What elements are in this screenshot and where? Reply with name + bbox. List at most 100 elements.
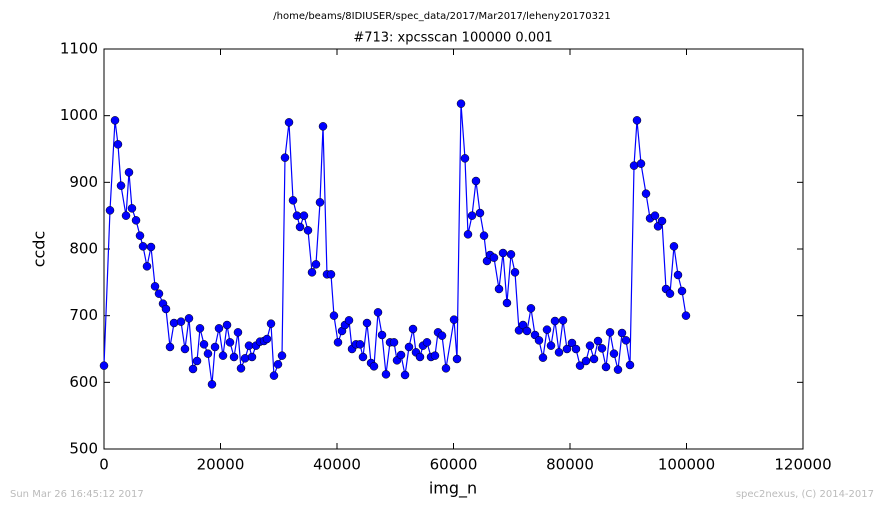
data-point — [621, 336, 631, 345]
data-point — [210, 342, 220, 352]
data-point — [456, 99, 466, 108]
y-axis-label: ccdc — [30, 231, 49, 268]
data-point — [127, 204, 137, 213]
data-point — [121, 211, 131, 220]
x-tick-label: 120000 — [774, 456, 831, 474]
x-tick-label: 60000 — [430, 456, 478, 474]
data-point — [280, 153, 290, 162]
data-point — [585, 341, 595, 350]
data-point — [605, 328, 615, 337]
data-point — [554, 348, 564, 357]
data-point — [534, 336, 544, 345]
data-point — [99, 361, 109, 370]
data-point — [589, 354, 599, 364]
data-point — [396, 350, 406, 360]
data-point — [471, 176, 481, 186]
data-point — [299, 211, 309, 220]
data-point — [571, 344, 581, 354]
data-point — [303, 226, 313, 235]
data-point — [494, 284, 504, 294]
plot-frame — [103, 48, 804, 450]
data-point — [326, 270, 336, 279]
data-point — [329, 311, 339, 320]
data-point — [546, 341, 556, 350]
data-point — [142, 262, 152, 271]
y-tick-label: 500 — [69, 440, 98, 458]
data-point — [629, 161, 639, 170]
footer-date: Sun Mar 26 16:45:12 2017 — [10, 489, 144, 500]
x-tick-label: 40000 — [313, 456, 361, 474]
x-tick-label: 80000 — [546, 456, 594, 474]
data-point — [575, 361, 585, 370]
data-point — [526, 304, 536, 313]
x-tick-label: 100000 — [658, 456, 715, 474]
chart-title: #713: xpcsscan 100000 0.001 — [353, 31, 552, 46]
data-point — [165, 342, 175, 352]
data-point — [135, 231, 145, 240]
data-point — [222, 320, 232, 330]
data-point — [506, 250, 516, 259]
data-point — [188, 364, 198, 374]
data-point — [266, 319, 276, 328]
data-point — [277, 351, 287, 360]
data-point — [593, 336, 603, 346]
data-point — [449, 315, 459, 324]
data-point — [150, 282, 160, 291]
data-point — [240, 354, 250, 363]
data-point — [381, 370, 391, 379]
data-point — [567, 338, 577, 348]
data-point — [681, 311, 691, 320]
data-point — [430, 351, 440, 360]
data-point — [550, 316, 560, 326]
y-tick-label: 900 — [69, 173, 98, 191]
data-point — [377, 330, 387, 340]
data-point — [389, 338, 399, 347]
data-point — [613, 365, 623, 374]
data-point — [195, 324, 205, 333]
data-point — [467, 211, 477, 220]
data-point — [344, 316, 354, 325]
data-point — [518, 320, 528, 330]
data-point — [617, 328, 627, 338]
data-point — [110, 116, 120, 125]
data-point — [295, 222, 305, 232]
data-point — [641, 189, 651, 198]
data-point — [665, 289, 675, 298]
data-point — [203, 349, 213, 358]
data-point — [269, 371, 279, 380]
data-point — [460, 154, 470, 163]
y-tick-label: 800 — [69, 240, 98, 258]
data-point — [154, 289, 164, 298]
data-point — [236, 364, 246, 373]
data-point — [169, 318, 179, 328]
data-point — [441, 364, 451, 373]
data-point — [625, 360, 635, 370]
data-point — [207, 380, 217, 389]
data-point — [116, 181, 126, 190]
x-axis-label: img_n — [429, 479, 477, 499]
data-point — [650, 211, 660, 220]
data-point — [636, 159, 646, 168]
data-point — [415, 352, 425, 362]
data-point — [113, 140, 123, 149]
data-point — [358, 352, 368, 362]
data-point — [124, 168, 134, 177]
data-point — [632, 116, 642, 125]
data-point — [400, 370, 410, 380]
data-point — [538, 353, 548, 362]
chart-suptitle: /home/beams/8IDIUSER/spec_data/2017/Mar2… — [273, 11, 610, 22]
data-point — [609, 349, 619, 358]
data-point — [677, 286, 687, 296]
data-point — [404, 342, 414, 352]
data-point — [498, 248, 508, 258]
y-tick-label: 600 — [69, 373, 98, 391]
data-point — [463, 230, 473, 239]
data-point — [180, 344, 190, 354]
data-point — [479, 231, 489, 240]
data-point — [233, 328, 243, 337]
data-point — [225, 338, 235, 347]
data-point — [184, 314, 194, 323]
data-point — [311, 260, 321, 269]
